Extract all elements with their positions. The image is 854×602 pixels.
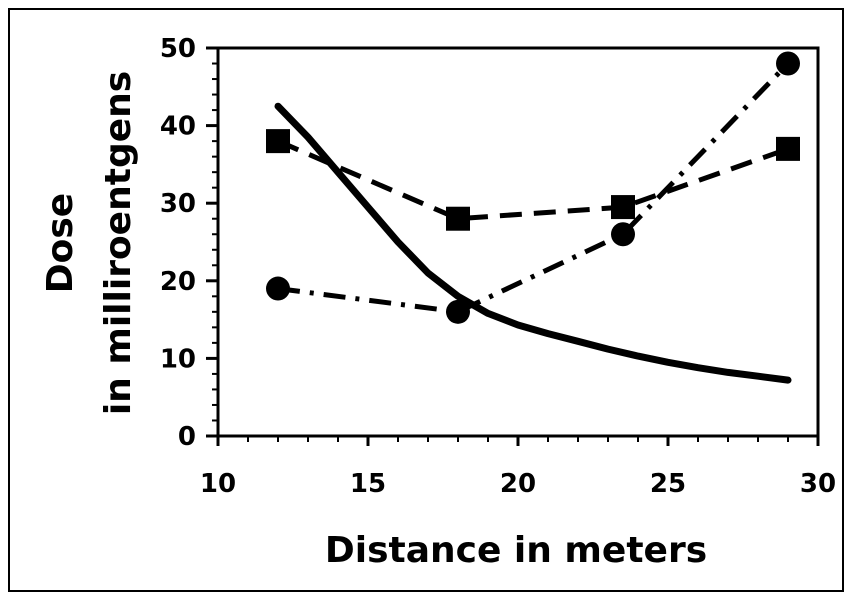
y-tick-label: 20: [160, 267, 196, 297]
y-tick-label: 50: [160, 34, 196, 64]
x-axis-title: Distance in meters: [325, 530, 707, 571]
y-axis-title: Dose in milliroentgens: [40, 71, 139, 415]
y-axis-title-line2: in milliroentgens: [98, 71, 139, 415]
square-marker: [611, 195, 635, 220]
series-dash-line: [277, 138, 789, 222]
x-tick-label: 10: [200, 469, 236, 499]
circle-marker: [266, 276, 290, 301]
y-tick-label: 30: [160, 189, 196, 219]
circle-marker: [776, 51, 800, 76]
x-tick-label: 20: [500, 469, 536, 499]
y-tick-label: 40: [160, 112, 196, 142]
square-marker: [266, 129, 290, 154]
circle-marker: [446, 299, 470, 324]
circle-marker: [611, 222, 635, 247]
x-tick-label: 30: [800, 469, 836, 499]
plot-border: [216, 46, 820, 438]
y-axis-title-line1: Dose: [40, 193, 81, 293]
square-marker: [776, 136, 800, 161]
x-tick-label: 25: [650, 469, 686, 499]
y-tick-label: 0: [178, 422, 196, 452]
square-marker: [446, 206, 470, 231]
series-solid-line: [274, 102, 792, 384]
x-tick-label: 15: [350, 469, 386, 499]
chart-frame: [8, 8, 844, 592]
y-tick-label: 10: [160, 344, 196, 374]
